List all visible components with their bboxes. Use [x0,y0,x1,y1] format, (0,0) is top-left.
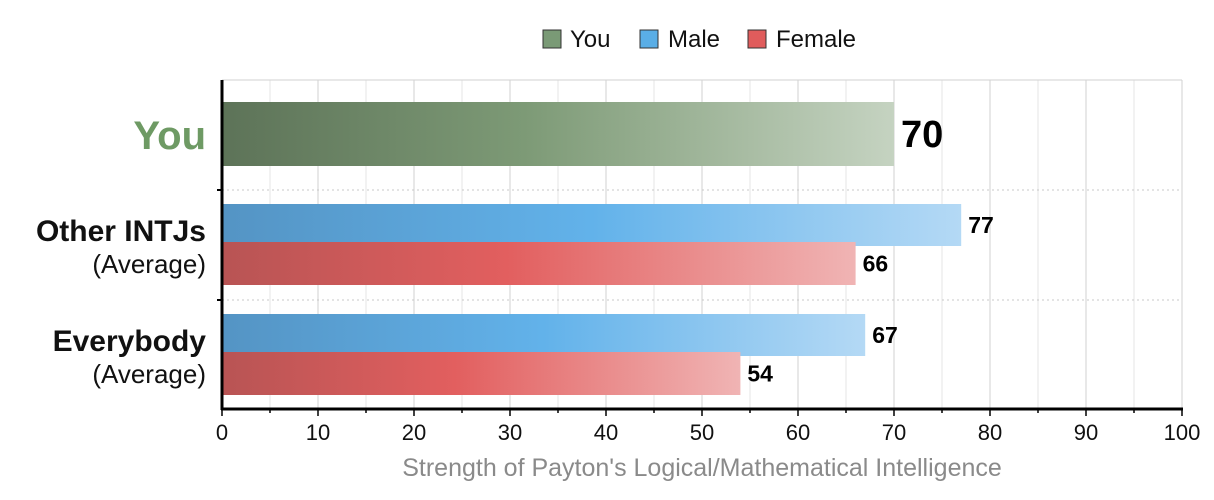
value-label-other-intjs-female: 66 [863,251,889,277]
legend-item-you: You [542,26,611,53]
legend: You Male Female [542,26,856,53]
bar-other-intjs-female [222,242,856,285]
category-label-everybody: Everybody [53,325,207,358]
value-label-everybody-male: 67 [872,322,898,348]
legend-item-male: Male [639,26,720,53]
x-tick-label: 20 [402,420,426,445]
category-sublabel-everybody: (Average) [92,359,206,389]
category-labels: You Other INTJs (Average) Everybody (Ave… [36,114,206,389]
legend-swatch-you [542,29,562,49]
category-sublabel-other-intjs: (Average) [92,249,206,279]
legend-item-female: Female [747,26,856,53]
legend-label-female: Female [776,26,856,53]
x-tick-label: 100 [1164,420,1201,445]
x-tick-label: 30 [498,420,522,445]
x-tick-label: 80 [978,420,1002,445]
bar-everybody-female [222,352,741,395]
category-label-you: You [133,114,206,158]
bar-you-you [222,102,894,166]
bar-other-intjs-male [222,204,962,246]
value-label-everybody-female: 54 [747,361,773,387]
legend-label-male: Male [668,26,720,53]
x-tick-label: 40 [594,420,618,445]
value-label-you-you: 70 [901,114,943,156]
x-tick-label: 50 [690,420,714,445]
x-tick-label: 0 [216,420,228,445]
category-label-other-intjs: Other INTJs [36,215,206,248]
x-axis-title: Strength of Payton's Logical/Mathematica… [402,454,1002,482]
x-tick-label: 90 [1074,420,1098,445]
bar-everybody-male [222,314,866,356]
legend-swatch-male [639,29,659,49]
x-tick-label: 70 [882,420,906,445]
x-tick-label: 60 [786,420,810,445]
x-tick-labels: 0 10 20 30 40 50 60 70 80 90 100 [216,420,1200,445]
axes [217,80,1183,416]
value-label-other-intjs-male: 77 [968,212,994,238]
legend-swatch-female [747,29,767,49]
legend-label-you: You [570,26,611,53]
x-tick-label: 10 [306,420,330,445]
bars: 70 77 66 67 54 [222,102,994,395]
